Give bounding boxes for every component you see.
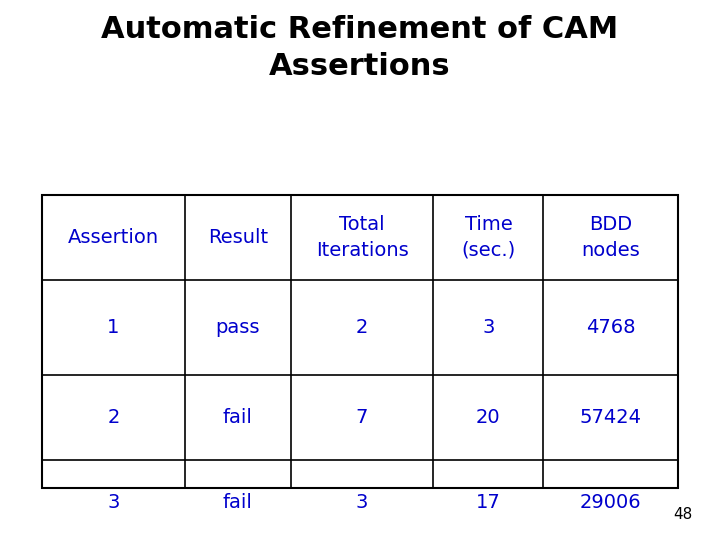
Text: 29006: 29006	[580, 493, 642, 512]
Text: 48: 48	[672, 507, 692, 522]
Text: 7: 7	[356, 408, 368, 427]
Bar	[42, 195, 678, 488]
Text: 57424: 57424	[580, 408, 642, 427]
Text: BDD
nodes: BDD nodes	[581, 215, 640, 260]
Text: fail: fail	[222, 493, 253, 512]
Text: 3: 3	[356, 493, 368, 512]
Text: 17: 17	[476, 493, 501, 512]
Text: Automatic Refinement of CAM
Assertions: Automatic Refinement of CAM Assertions	[102, 15, 618, 81]
Text: Result: Result	[207, 228, 268, 247]
Text: pass: pass	[215, 318, 260, 337]
Text: 20: 20	[476, 408, 500, 427]
Text: Total
Iterations: Total Iterations	[315, 215, 408, 260]
Text: 1: 1	[107, 318, 120, 337]
Text: Time
(sec.): Time (sec.)	[462, 215, 516, 260]
Text: 2: 2	[356, 318, 368, 337]
Text: 4768: 4768	[586, 318, 636, 337]
Text: 3: 3	[482, 318, 495, 337]
Text: Assertion: Assertion	[68, 228, 159, 247]
Text: fail: fail	[222, 408, 253, 427]
Text: 3: 3	[107, 493, 120, 512]
Text: 2: 2	[107, 408, 120, 427]
